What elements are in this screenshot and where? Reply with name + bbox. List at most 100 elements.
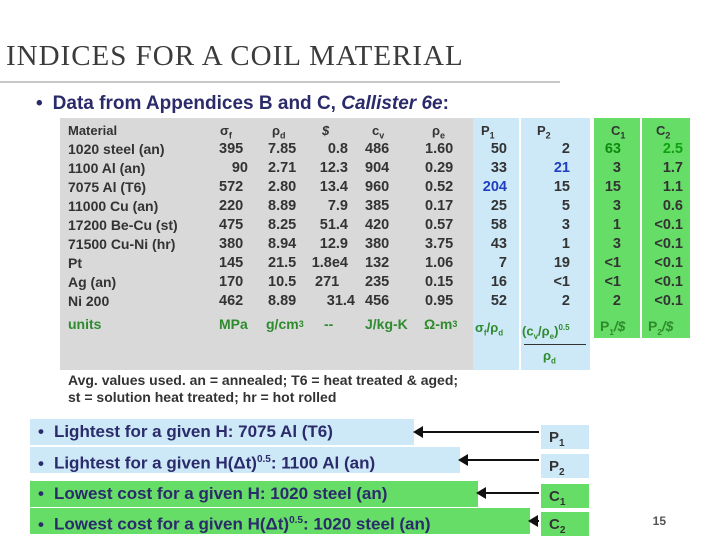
units-rho-e-exp: 3 [452, 319, 458, 329]
tag-c2-sub: 2 [559, 525, 566, 536]
p2-column-bg [521, 118, 590, 370]
units-p2-num: (c [522, 323, 534, 339]
cell-rho-e: 0.95 [425, 293, 454, 309]
page-number: 15 [652, 514, 666, 528]
cell-p1: 7 [498, 255, 507, 271]
cell-c1: 3 [612, 160, 621, 176]
arrow-left-icon [413, 426, 539, 438]
cell-c2: 0.6 [662, 198, 683, 214]
header-rho-d-sub: d [280, 130, 286, 141]
cell-rho-d: 8.94 [268, 236, 297, 252]
header-p2-symbol: P [537, 123, 546, 138]
units-p1-sub2: d [498, 328, 504, 338]
cell-material: 1020 steel (an) [68, 141, 165, 157]
callout-text-a: Lightest for a given H( [53, 453, 234, 473]
cell-p1: 16 [490, 274, 507, 290]
units-rho-d-exp: 3 [298, 319, 304, 329]
cell-p2: 3 [561, 217, 570, 233]
cell-p1: 52 [490, 293, 507, 309]
units-p2: (cv/ρe)0.5 [522, 319, 570, 345]
cell-cv: 385 [365, 198, 390, 214]
callout-text-c: : 1020 steel (an) [303, 514, 431, 534]
intro-text: Data from Appendices B and C, [52, 93, 342, 114]
tag-c1-sub: 1 [559, 497, 566, 508]
delta-symbol: Δ [233, 453, 246, 473]
callout-text-b: t) [277, 514, 290, 534]
units-p1: σf/ρd [475, 319, 503, 342]
units-cv: J/kg-K [365, 316, 408, 332]
units-p2-den-sub: d [551, 356, 556, 366]
cell-material: 11000 Cu (an) [68, 198, 159, 214]
units-p1-sigma: σ [475, 320, 484, 335]
cell-sigma-f: 475 [219, 217, 244, 233]
units-p2-den-rho: ρ [543, 348, 552, 363]
header-rho-e-sub: e [440, 130, 446, 141]
tag-p2-letter: P [549, 458, 560, 475]
cell-c2: 1.1 [662, 179, 683, 195]
units-p2-exp: 0.5 [558, 323, 570, 332]
cell-cost: 13.4 [319, 179, 348, 195]
units-p2-div: /ρ [538, 323, 550, 339]
tag-p2-sub: 2 [559, 467, 565, 478]
units-label: units [68, 316, 102, 332]
cell-material: 17200 Be-Cu (st) [68, 217, 178, 233]
units-p1-sub: f [483, 328, 487, 338]
units-c2-sub: 2 [657, 327, 662, 337]
units-c2: P2/$ [648, 318, 673, 341]
cell-p2: 15 [553, 179, 570, 195]
header-cv: cv [372, 122, 384, 145]
cell-cost: 12.9 [319, 236, 348, 252]
header-c2-symbol: C [656, 123, 666, 138]
p2-fraction-bar [524, 344, 586, 345]
callout-text: Lowest cost for a given H: 1020 steel (a… [53, 484, 388, 503]
p1-column-bg [473, 118, 519, 370]
cell-rho-e: 0.17 [425, 198, 454, 214]
cell-cv: 904 [365, 160, 390, 176]
cell-c2: <0.1 [654, 293, 683, 309]
cell-cost: 31.4 [326, 293, 355, 309]
tag-p1: P1 [541, 425, 589, 449]
note-line-2: st = solution heat treated; hr = hot rol… [68, 389, 337, 405]
cell-sigma-f: 395 [219, 141, 244, 157]
header-cv-symbol: c [372, 123, 380, 138]
callout-lowest-cost-h: • Lowest cost for a given H: 1020 steel (… [30, 481, 478, 507]
properties-panel [60, 118, 473, 370]
header-rho-d: ρd [272, 122, 286, 145]
header-p2: P2 [537, 122, 551, 145]
tag-p2: P2 [541, 454, 589, 478]
units-c2-div: /$ [661, 318, 674, 334]
cell-sigma-f: 462 [219, 293, 244, 309]
header-c2: C2 [656, 122, 670, 145]
callout-text-b: t) [245, 453, 257, 473]
cell-cost: 7.9 [327, 198, 348, 214]
units-rho-d-text: g/cm [266, 316, 299, 332]
cell-cv: 486 [365, 141, 390, 157]
cell-sigma-f: 380 [219, 236, 244, 252]
header-cv-sub: v [379, 130, 385, 141]
cell-c1: 63 [604, 141, 621, 157]
cell-material: 1100 Al (an) [68, 160, 146, 176]
cell-rho-e: 0.52 [425, 179, 454, 195]
cell-cv: 132 [365, 255, 390, 271]
cell-p2: 1 [561, 236, 570, 252]
cell-sigma-f: 170 [219, 274, 244, 290]
callout-text: Lightest for a given H: 7075 Al (T6) [53, 422, 333, 441]
bullet-icon: • [38, 484, 44, 503]
cell-cost: 1.8e4 [311, 255, 348, 271]
bullet-icon: • [38, 422, 44, 441]
cell-rho-e: 1.06 [425, 255, 454, 271]
cell-rho-d: 8.89 [268, 198, 297, 214]
header-rho-e: ρe [432, 122, 445, 145]
header-p2-sub: 2 [545, 130, 551, 141]
cell-sigma-f: 572 [219, 179, 244, 195]
bullet-icon: • [38, 453, 44, 473]
units-cost: -- [324, 316, 334, 332]
c2-column-bg [642, 118, 690, 338]
cell-cost: 271 [315, 274, 340, 290]
cell-material: Ni 200 [68, 293, 110, 309]
cell-rho-d: 10.5 [268, 274, 297, 290]
callout-exponent: 0.5 [289, 515, 303, 526]
cell-c2: <0.1 [654, 217, 683, 233]
units-p2-sub2: e [549, 331, 555, 341]
cell-sigma-f: 145 [219, 255, 244, 271]
